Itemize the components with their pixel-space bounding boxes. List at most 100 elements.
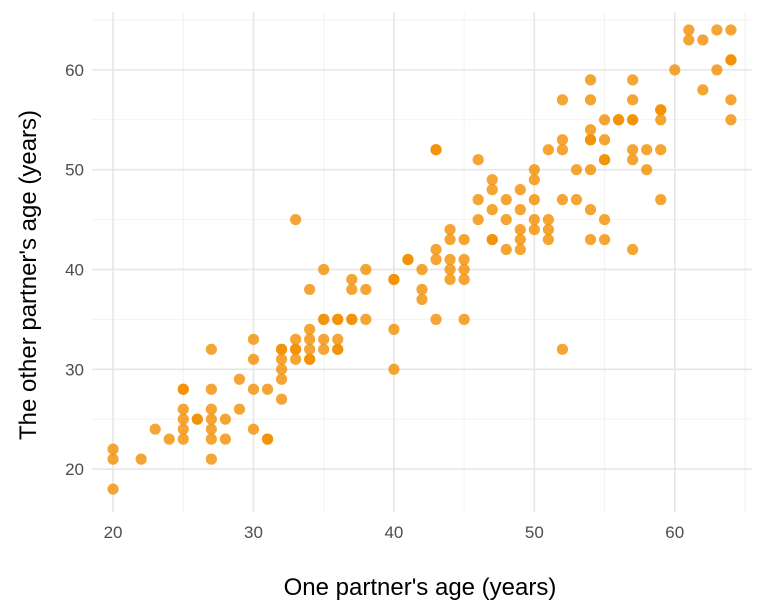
- data-point: [416, 263, 428, 276]
- data-point: [683, 24, 695, 36]
- data-point: [388, 323, 400, 335]
- data-point: [247, 423, 260, 435]
- data-point: [598, 213, 611, 226]
- y-tick-label: 40: [65, 260, 84, 279]
- data-point: [584, 164, 597, 176]
- data-point: [261, 433, 274, 445]
- data-point: [205, 423, 217, 435]
- data-point: [290, 213, 302, 226]
- y-axis-title: The other partner's age (years): [15, 110, 42, 440]
- data-point: [107, 453, 119, 465]
- data-point: [542, 144, 554, 156]
- data-point: [388, 273, 400, 286]
- data-point: [205, 453, 217, 465]
- data-point: [528, 174, 540, 186]
- data-point: [472, 213, 484, 226]
- data-point: [290, 343, 302, 355]
- data-point: [107, 443, 119, 455]
- data-point: [346, 283, 358, 296]
- data-point: [290, 353, 302, 365]
- data-point: [584, 134, 597, 146]
- data-point: [556, 144, 569, 156]
- data-point: [570, 164, 583, 176]
- data-point: [598, 134, 611, 146]
- data-point: [725, 114, 737, 126]
- data-point: [177, 423, 189, 435]
- data-point: [627, 154, 639, 166]
- data-point: [528, 213, 540, 226]
- data-point: [275, 343, 288, 355]
- data-point: [205, 403, 217, 415]
- data-point: [514, 223, 526, 236]
- data-point: [430, 144, 442, 156]
- data-point: [641, 164, 653, 176]
- data-point: [556, 194, 569, 206]
- data-point: [360, 313, 372, 325]
- data-point: [472, 154, 484, 166]
- data-point: [458, 313, 470, 325]
- data-point: [332, 313, 344, 325]
- data-point: [177, 383, 189, 395]
- data-point: [360, 263, 372, 276]
- data-point: [472, 194, 484, 206]
- x-tick-label: 30: [244, 523, 263, 542]
- data-point: [514, 233, 526, 246]
- data-point: [332, 333, 344, 345]
- data-point: [598, 114, 611, 126]
- data-point: [346, 313, 358, 325]
- data-point: [430, 253, 442, 266]
- data-point: [177, 433, 189, 445]
- data-point: [304, 323, 316, 335]
- data-point: [219, 433, 232, 445]
- x-tick-label: 20: [104, 523, 123, 542]
- data-points: [107, 24, 737, 495]
- data-point: [191, 413, 203, 425]
- x-axis-title: One partner's age (years): [284, 574, 557, 601]
- data-point: [275, 373, 288, 385]
- data-point: [205, 343, 217, 355]
- data-point: [107, 483, 119, 495]
- data-point: [430, 313, 442, 325]
- y-tick-label: 60: [65, 61, 84, 80]
- data-point: [514, 243, 526, 256]
- data-point: [612, 114, 625, 126]
- data-point: [627, 74, 639, 86]
- data-point: [725, 54, 737, 66]
- data-point: [627, 243, 639, 256]
- data-point: [598, 233, 611, 246]
- data-point: [304, 283, 316, 296]
- data-point: [247, 333, 260, 345]
- data-point: [219, 413, 232, 425]
- data-point: [304, 333, 316, 345]
- data-point: [570, 194, 583, 206]
- y-tick-label: 20: [65, 460, 84, 479]
- data-point: [233, 403, 246, 415]
- data-point: [416, 283, 428, 296]
- data-point: [542, 223, 554, 236]
- x-axis-tick-labels: 20 30 40 50 60: [104, 523, 685, 542]
- data-point: [697, 84, 709, 96]
- data-point: [233, 373, 246, 385]
- data-point: [149, 423, 161, 435]
- data-point: [500, 194, 512, 206]
- data-point: [290, 333, 302, 345]
- data-point: [458, 253, 470, 266]
- data-point: [458, 233, 470, 246]
- data-point: [247, 383, 260, 395]
- x-tick-label: 60: [665, 523, 684, 542]
- data-point: [458, 273, 470, 286]
- data-point: [402, 253, 414, 266]
- data-point: [205, 433, 217, 445]
- data-point: [669, 64, 681, 76]
- data-point: [444, 273, 456, 286]
- data-point: [135, 453, 147, 465]
- data-point: [275, 363, 288, 375]
- data-point: [247, 353, 260, 365]
- data-point: [205, 383, 217, 395]
- data-point: [584, 124, 597, 136]
- data-point: [584, 94, 597, 106]
- data-point: [627, 144, 639, 156]
- data-point: [697, 34, 709, 46]
- data-point: [500, 213, 512, 226]
